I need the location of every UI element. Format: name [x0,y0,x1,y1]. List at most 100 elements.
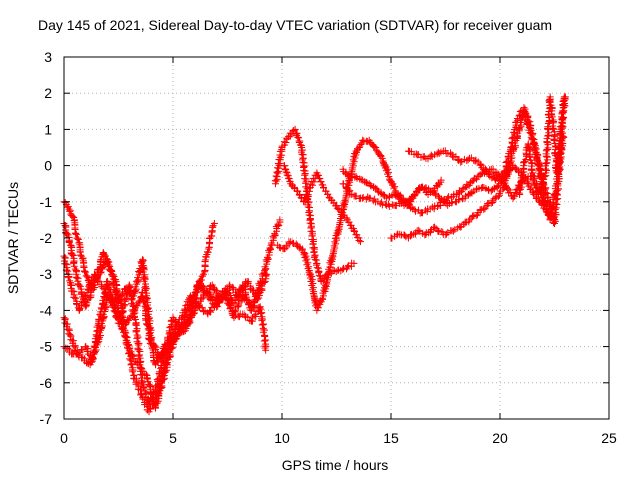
data-point [127,361,135,369]
data-point [476,160,484,168]
data-point [72,230,80,238]
data-point [344,171,352,179]
data-point [68,250,76,258]
data-points [60,93,569,416]
data-point [294,133,302,141]
data-point [65,326,73,334]
data-point [135,341,143,349]
data-point [206,308,214,316]
data-point [339,264,347,272]
data-point [239,294,247,302]
data-point [359,194,367,202]
y-tick-label: 1 [44,121,52,137]
data-point [356,175,364,183]
data-point [491,168,499,176]
data-point [206,307,214,315]
data-point [114,319,122,327]
data-point [359,136,367,144]
data-point [281,162,289,170]
data-point [303,194,311,202]
data-point [235,297,243,305]
chart-title: Day 145 of 2021, Sidereal Day-to-day VTE… [38,17,552,33]
data-point [449,227,457,235]
data-point [510,192,518,200]
data-point [100,251,108,259]
axis-ticks: 0 5 10 15 20 25 -7 -6 -5 -4 -3 -2 -1 0 1 2 3 [40,49,617,446]
data-point [132,328,140,336]
data-point [378,198,386,206]
data-point [225,300,233,308]
data-point [329,251,337,259]
data-point [529,135,537,143]
data-point [379,190,387,198]
data-point [254,288,262,296]
data-point [135,385,143,393]
data-point [342,183,350,191]
data-point [391,183,399,191]
data-point [190,310,198,318]
data-point [560,93,568,101]
data-point [283,171,291,179]
data-point [356,238,364,246]
data-point [309,181,317,189]
y-tick-label: -6 [40,375,53,391]
data-point [529,172,537,180]
data-point [524,117,532,125]
data-point [452,191,460,199]
data-point [97,256,105,264]
data-point [234,300,242,308]
data-point [64,274,72,282]
data-point [377,153,385,161]
data-point [226,305,234,313]
data-point [465,216,473,224]
data-point [105,294,113,302]
data-point [314,304,322,312]
data-point [355,237,363,245]
data-point [148,401,156,409]
data-point [284,174,292,182]
data-point [66,207,74,215]
data-point [345,172,353,180]
data-point [199,272,207,280]
data-point [128,360,136,368]
data-point [304,191,312,199]
data-point [551,217,559,225]
data-point [554,185,562,193]
data-point [471,157,479,165]
data-point [250,296,258,304]
data-point [295,134,303,142]
data-point [71,343,79,351]
data-point [550,136,558,144]
data-point [557,122,565,130]
data-point [535,165,543,173]
data-point [299,158,307,166]
data-point [72,294,80,302]
data-point [72,230,80,238]
data-point [455,196,463,204]
data-point [248,302,256,310]
data-point [533,191,541,199]
y-tick-label: -4 [40,302,53,318]
data-point [282,168,290,176]
data-point [82,292,90,300]
data-point [81,268,89,276]
data-point [138,377,146,385]
data-point [73,274,81,282]
data-point [176,329,184,337]
data-point [124,341,132,349]
data-point [196,281,204,289]
data-point [112,299,120,307]
data-point [331,238,339,246]
y-tick-label: -1 [40,194,53,210]
data-point [199,308,207,316]
data-point [531,181,539,189]
data-point [153,399,161,407]
data-point [84,273,92,281]
data-point [248,314,256,322]
data-point [500,168,508,176]
y-tick-label: 3 [44,49,52,65]
data-point [134,333,142,341]
x-tick-label: 25 [601,430,617,446]
data-point [295,190,303,198]
data-point [415,226,423,234]
